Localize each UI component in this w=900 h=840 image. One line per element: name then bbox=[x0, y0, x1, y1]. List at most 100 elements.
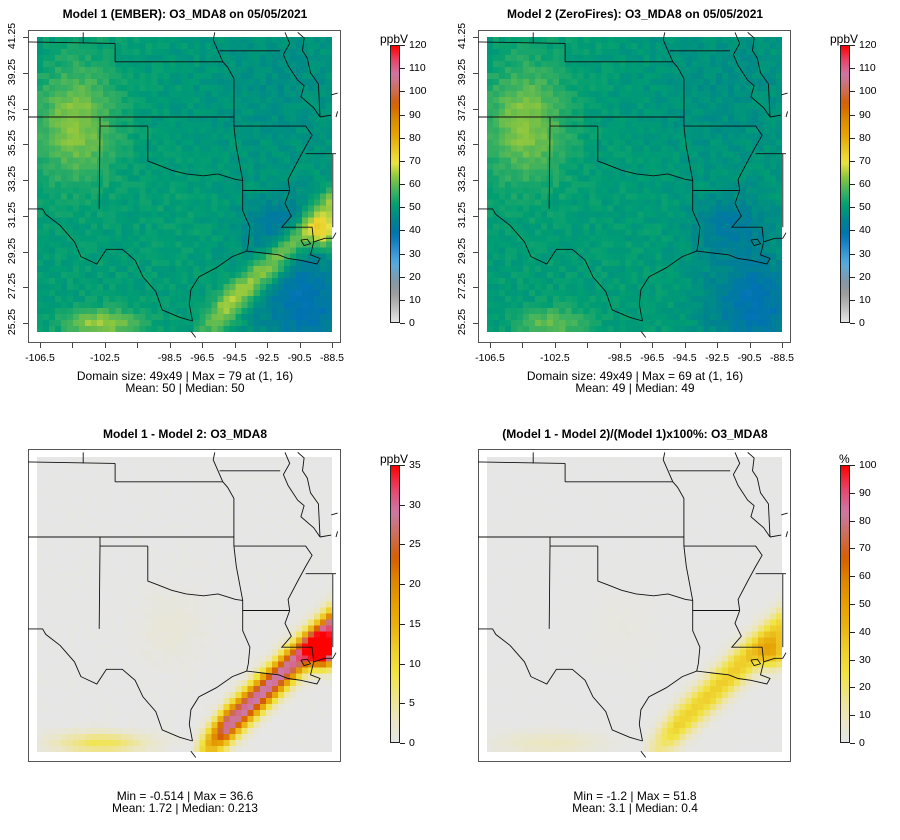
boundary-line bbox=[639, 238, 783, 321]
colorbar-unit-label: ppbV bbox=[830, 32, 859, 46]
boundary-line bbox=[213, 32, 223, 61]
colorbar-tick-mark bbox=[400, 114, 405, 116]
x-tick-label: -88.5 bbox=[770, 352, 794, 364]
stats-line-2: Mean: 49 | Median: 49 bbox=[575, 381, 695, 395]
stats-line-2: Mean: 1.72 | Median: 0.213 bbox=[112, 801, 258, 815]
colorbar-tick-mark bbox=[850, 91, 855, 93]
boundary-line bbox=[663, 32, 673, 61]
x-tick-label: -94.5 bbox=[222, 352, 247, 364]
colorbar-tick-label: 35 bbox=[409, 459, 421, 471]
boundary-line bbox=[454, 42, 565, 44]
colorbar-tick-label: 60 bbox=[859, 178, 871, 190]
x-tick-mark bbox=[40, 343, 41, 348]
colorbar-tick-mark bbox=[850, 253, 855, 255]
colorbar-tick-label: 10 bbox=[409, 657, 421, 670]
x-tick-label: -106.5 bbox=[475, 352, 505, 364]
x-tick-label: -98.5 bbox=[607, 352, 632, 364]
boundary-line bbox=[663, 452, 673, 481]
colorbar-tick-mark bbox=[850, 687, 855, 689]
colorbar-tick-mark bbox=[400, 663, 405, 665]
state-boundaries bbox=[478, 450, 791, 763]
colorbar-tick-label: 20 bbox=[859, 270, 871, 283]
x-tick-label: -92.5 bbox=[705, 352, 730, 364]
colorbar-tick-mark bbox=[850, 743, 855, 744]
stats-line-1: Min = -0.514 | Max = 36.6 bbox=[116, 789, 254, 803]
boundary-line bbox=[783, 653, 786, 659]
x-tick-label: -96.5 bbox=[640, 352, 665, 364]
colorbar-tick-mark bbox=[850, 184, 855, 185]
y-tick-mark bbox=[23, 215, 28, 217]
colorbar-tick-label: 50 bbox=[859, 598, 871, 610]
boundary-line bbox=[243, 191, 250, 252]
y-tick-label: 29.25 bbox=[6, 237, 18, 264]
boundary-line bbox=[684, 546, 762, 610]
x-tick-mark bbox=[522, 343, 524, 348]
x-tick-label: -96.5 bbox=[190, 352, 215, 364]
colorbar-tick-mark bbox=[400, 465, 405, 466]
boundary-line bbox=[234, 126, 312, 190]
boundary-line bbox=[454, 462, 565, 464]
colorbar-tick-mark bbox=[850, 631, 855, 633]
colorbar-tick-label: 40 bbox=[859, 625, 871, 638]
colorbar-tick-label: 15 bbox=[409, 617, 421, 630]
boundary-line bbox=[298, 452, 320, 537]
plot-frame bbox=[478, 30, 791, 343]
y-tick-label: 37.25 bbox=[6, 94, 18, 121]
colorbar-tick-mark bbox=[400, 91, 405, 93]
colorbar-tick-label: 0 bbox=[859, 737, 865, 749]
boundary-line bbox=[693, 180, 740, 190]
boundary-line bbox=[693, 611, 700, 672]
x-tick-mark bbox=[717, 343, 719, 348]
panel-model1: Model 1 (EMBER): O3_MDA8 on 05/05/2021 2… bbox=[0, 0, 450, 420]
x-tick-label: -88.5 bbox=[320, 352, 344, 364]
x-tick-label: -106.5 bbox=[25, 352, 55, 364]
stats-line-1: Min = -1.2 | Max = 51.8 bbox=[573, 789, 697, 803]
y-tick-label: 25.25 bbox=[456, 308, 468, 336]
y-tick-mark bbox=[473, 37, 478, 38]
stats-line-1: Domain size: 49x49 | Max = 79 at (1, 16) bbox=[76, 369, 294, 383]
colorbar-tick-mark bbox=[400, 276, 405, 278]
colorbar-tick-mark bbox=[400, 45, 405, 46]
colorbar-tick-mark bbox=[400, 743, 405, 744]
boundary-line bbox=[99, 546, 100, 629]
y-tick-label: 37.25 bbox=[456, 94, 468, 121]
y-tick-mark bbox=[473, 287, 478, 289]
colorbar-tick-label: 30 bbox=[409, 498, 421, 511]
colorbar-gradient bbox=[840, 465, 850, 743]
colorbar-tick-mark bbox=[400, 230, 405, 232]
panel-title: Model 1 (EMBER): O3_MDA8 on 05/05/2021 bbox=[62, 7, 308, 21]
y-tick-label: 39.25 bbox=[456, 58, 468, 85]
boundary-line bbox=[786, 531, 788, 537]
x-tick-mark bbox=[267, 343, 269, 348]
x-tick-mark bbox=[104, 343, 106, 348]
colorbar-tick-mark bbox=[850, 114, 855, 116]
y-tick-label: 33.25 bbox=[6, 165, 18, 193]
colorbar-tick-mark bbox=[850, 715, 855, 717]
boundary-line bbox=[283, 452, 320, 537]
state-boundaries bbox=[478, 30, 791, 343]
colorbar-tick-label: 25 bbox=[409, 538, 421, 551]
colorbar-tick-label: 5 bbox=[409, 697, 415, 710]
panel-title: Model 2 (ZeroFires): O3_MDA8 on 05/05/20… bbox=[506, 7, 764, 21]
boundary-line bbox=[331, 513, 337, 515]
colorbar-unit-label: % bbox=[839, 452, 850, 466]
x-tick-label: -92.5 bbox=[255, 352, 280, 364]
colorbar-tick-label: 110 bbox=[859, 62, 876, 75]
colorbar-gradient bbox=[390, 465, 400, 743]
boundary-line bbox=[748, 32, 770, 117]
boundary-line bbox=[751, 239, 761, 245]
x-tick-label: -90.5 bbox=[287, 352, 312, 364]
colorbar-tick-label: 120 bbox=[409, 39, 427, 51]
boundary-line bbox=[148, 546, 243, 600]
colorbar-tick-label: 90 bbox=[409, 108, 421, 121]
colorbar-tick-label: 80 bbox=[409, 131, 421, 144]
x-tick-label: -102.5 bbox=[89, 352, 120, 364]
x-tick-mark bbox=[554, 343, 556, 348]
x-tick-mark bbox=[137, 343, 139, 348]
x-tick-mark bbox=[782, 343, 783, 348]
boundary-line bbox=[732, 611, 764, 662]
y-tick-label: 33.25 bbox=[456, 165, 468, 193]
y-tick-mark bbox=[23, 108, 28, 110]
boundary-line bbox=[781, 93, 787, 95]
boundary-line bbox=[191, 331, 196, 337]
